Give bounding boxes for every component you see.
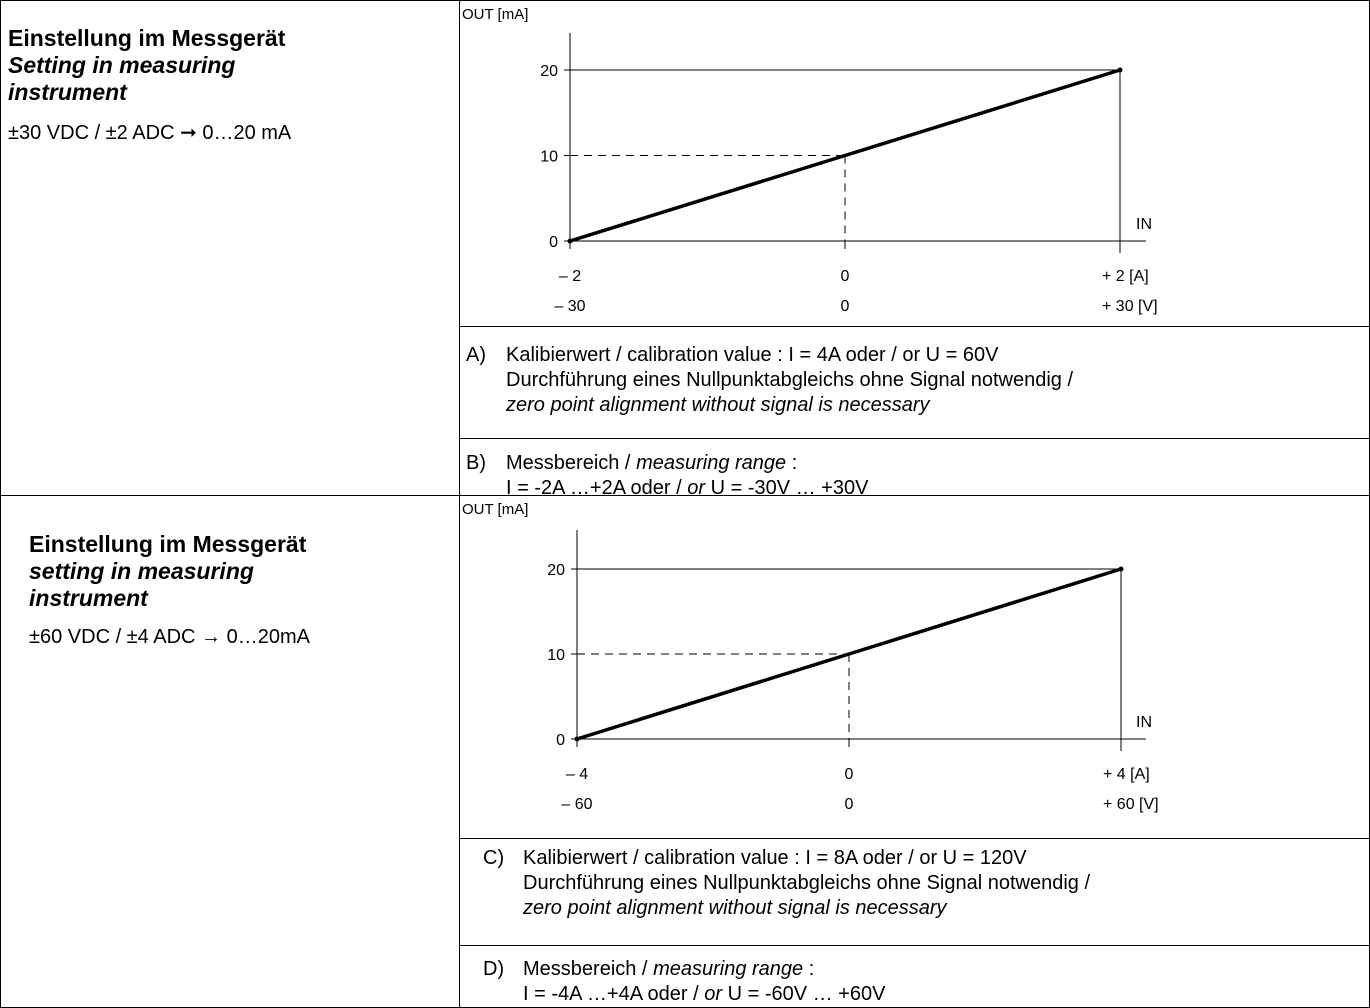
heading-de: Einstellung im Messgerät	[29, 531, 307, 557]
x-tick-label-voltage: 0	[845, 796, 854, 813]
x-tick-label-current: + 2 [A]	[1102, 268, 1149, 285]
note-text-italic: or	[687, 477, 706, 499]
x-tick-label-current: + 4 [A]	[1103, 766, 1150, 783]
y-axis-label: OUT [mA]	[462, 6, 528, 23]
output-line	[568, 68, 1122, 243]
note-b: B) Messbereich / measuring range : I = -2…	[466, 451, 868, 501]
x-axis-label: IN	[1136, 216, 1152, 233]
range-text: ±30 VDC / ±2 ADC ➞ 0…20 mA	[8, 122, 292, 144]
y-tick-label: 0	[549, 234, 558, 251]
note-divider	[459, 438, 1369, 439]
x-axis-label: IN	[1136, 714, 1152, 731]
x-tick-label-voltage: 0	[841, 298, 850, 315]
heading-en-cont: instrument	[8, 79, 127, 105]
data-point	[1118, 566, 1124, 572]
section-divider	[0, 495, 1369, 496]
y-tick-label: 20	[540, 63, 558, 80]
note-line: Kalibierwert / calibration value : I = 8…	[523, 847, 1027, 869]
y-tick-label: 10	[540, 149, 558, 166]
note-text: :	[803, 958, 815, 980]
heading-en-cont: instrument	[29, 585, 148, 611]
x-tick-label-current: – 4	[566, 766, 588, 783]
note-c: C) Kalibierwert / calibration value : I =…	[483, 846, 1090, 921]
setting-header-2: Einstellung im Messgerät setting in meas…	[29, 530, 310, 649]
note-text: U = -30V … +30V	[705, 477, 869, 499]
note-d: D) Messbereich / measuring range : I = -4…	[483, 957, 885, 1007]
data-point	[567, 238, 573, 244]
data-point	[1117, 67, 1123, 73]
heading-en: Setting in measuring	[8, 52, 236, 78]
y-tick-label: 10	[547, 647, 565, 664]
data-point	[574, 736, 580, 742]
note-text: Messbereich /	[523, 958, 654, 980]
note-label: B)	[466, 452, 486, 474]
note-line-italic: zero point alignment without signal is n…	[506, 394, 930, 416]
note-text: Messbereich /	[506, 452, 637, 474]
note-text-italic: or	[704, 983, 723, 1005]
note-line: Kalibierwert / calibration value : I = 4…	[506, 344, 999, 366]
setting-header-1: Einstellung im Messgerät Setting in meas…	[8, 24, 291, 145]
x-tick-label-voltage: + 60 [V]	[1103, 796, 1159, 813]
note-line: Durchführung eines Nullpunktabgleichs oh…	[523, 872, 1091, 894]
x-tick-label-voltage: – 30	[554, 298, 585, 315]
note-text-italic: measuring range	[653, 958, 804, 980]
y-tick-label: 0	[556, 732, 565, 749]
note-a: A) Kalibierwert / calibration value : I =…	[466, 343, 1073, 418]
note-divider	[459, 838, 1369, 839]
y-axis-label: OUT [mA]	[462, 501, 528, 518]
range-text: ±60 VDC / ±4 ADC → 0…20mA	[29, 626, 310, 648]
x-tick-label-current: 0	[845, 766, 854, 783]
x-tick-label-current: – 2	[559, 268, 581, 285]
output-line	[575, 567, 1123, 741]
note-label: A)	[466, 344, 486, 366]
note-text: I = -2A …+2A oder /	[506, 477, 688, 499]
note-text: I = -4A …+4A oder /	[523, 983, 705, 1005]
x-tick-label-voltage: – 60	[561, 796, 592, 813]
note-text: :	[786, 452, 798, 474]
note-divider	[459, 326, 1369, 327]
heading-en: setting in measuring	[29, 558, 254, 584]
note-label: C)	[483, 847, 505, 869]
heading-de: Einstellung im Messgerät	[8, 25, 286, 51]
note-divider	[459, 945, 1369, 946]
note-label: D)	[483, 958, 505, 980]
y-tick-label: 20	[547, 562, 565, 579]
note-line-italic: zero point alignment without signal is n…	[523, 897, 947, 919]
x-tick-label-voltage: + 30 [V]	[1102, 298, 1158, 315]
note-line: Durchführung eines Nullpunktabgleichs oh…	[506, 369, 1074, 391]
note-text-italic: measuring range	[636, 452, 787, 474]
x-tick-label-current: 0	[841, 268, 850, 285]
note-text: U = -60V … +60V	[722, 983, 886, 1005]
column-divider	[459, 0, 460, 1008]
